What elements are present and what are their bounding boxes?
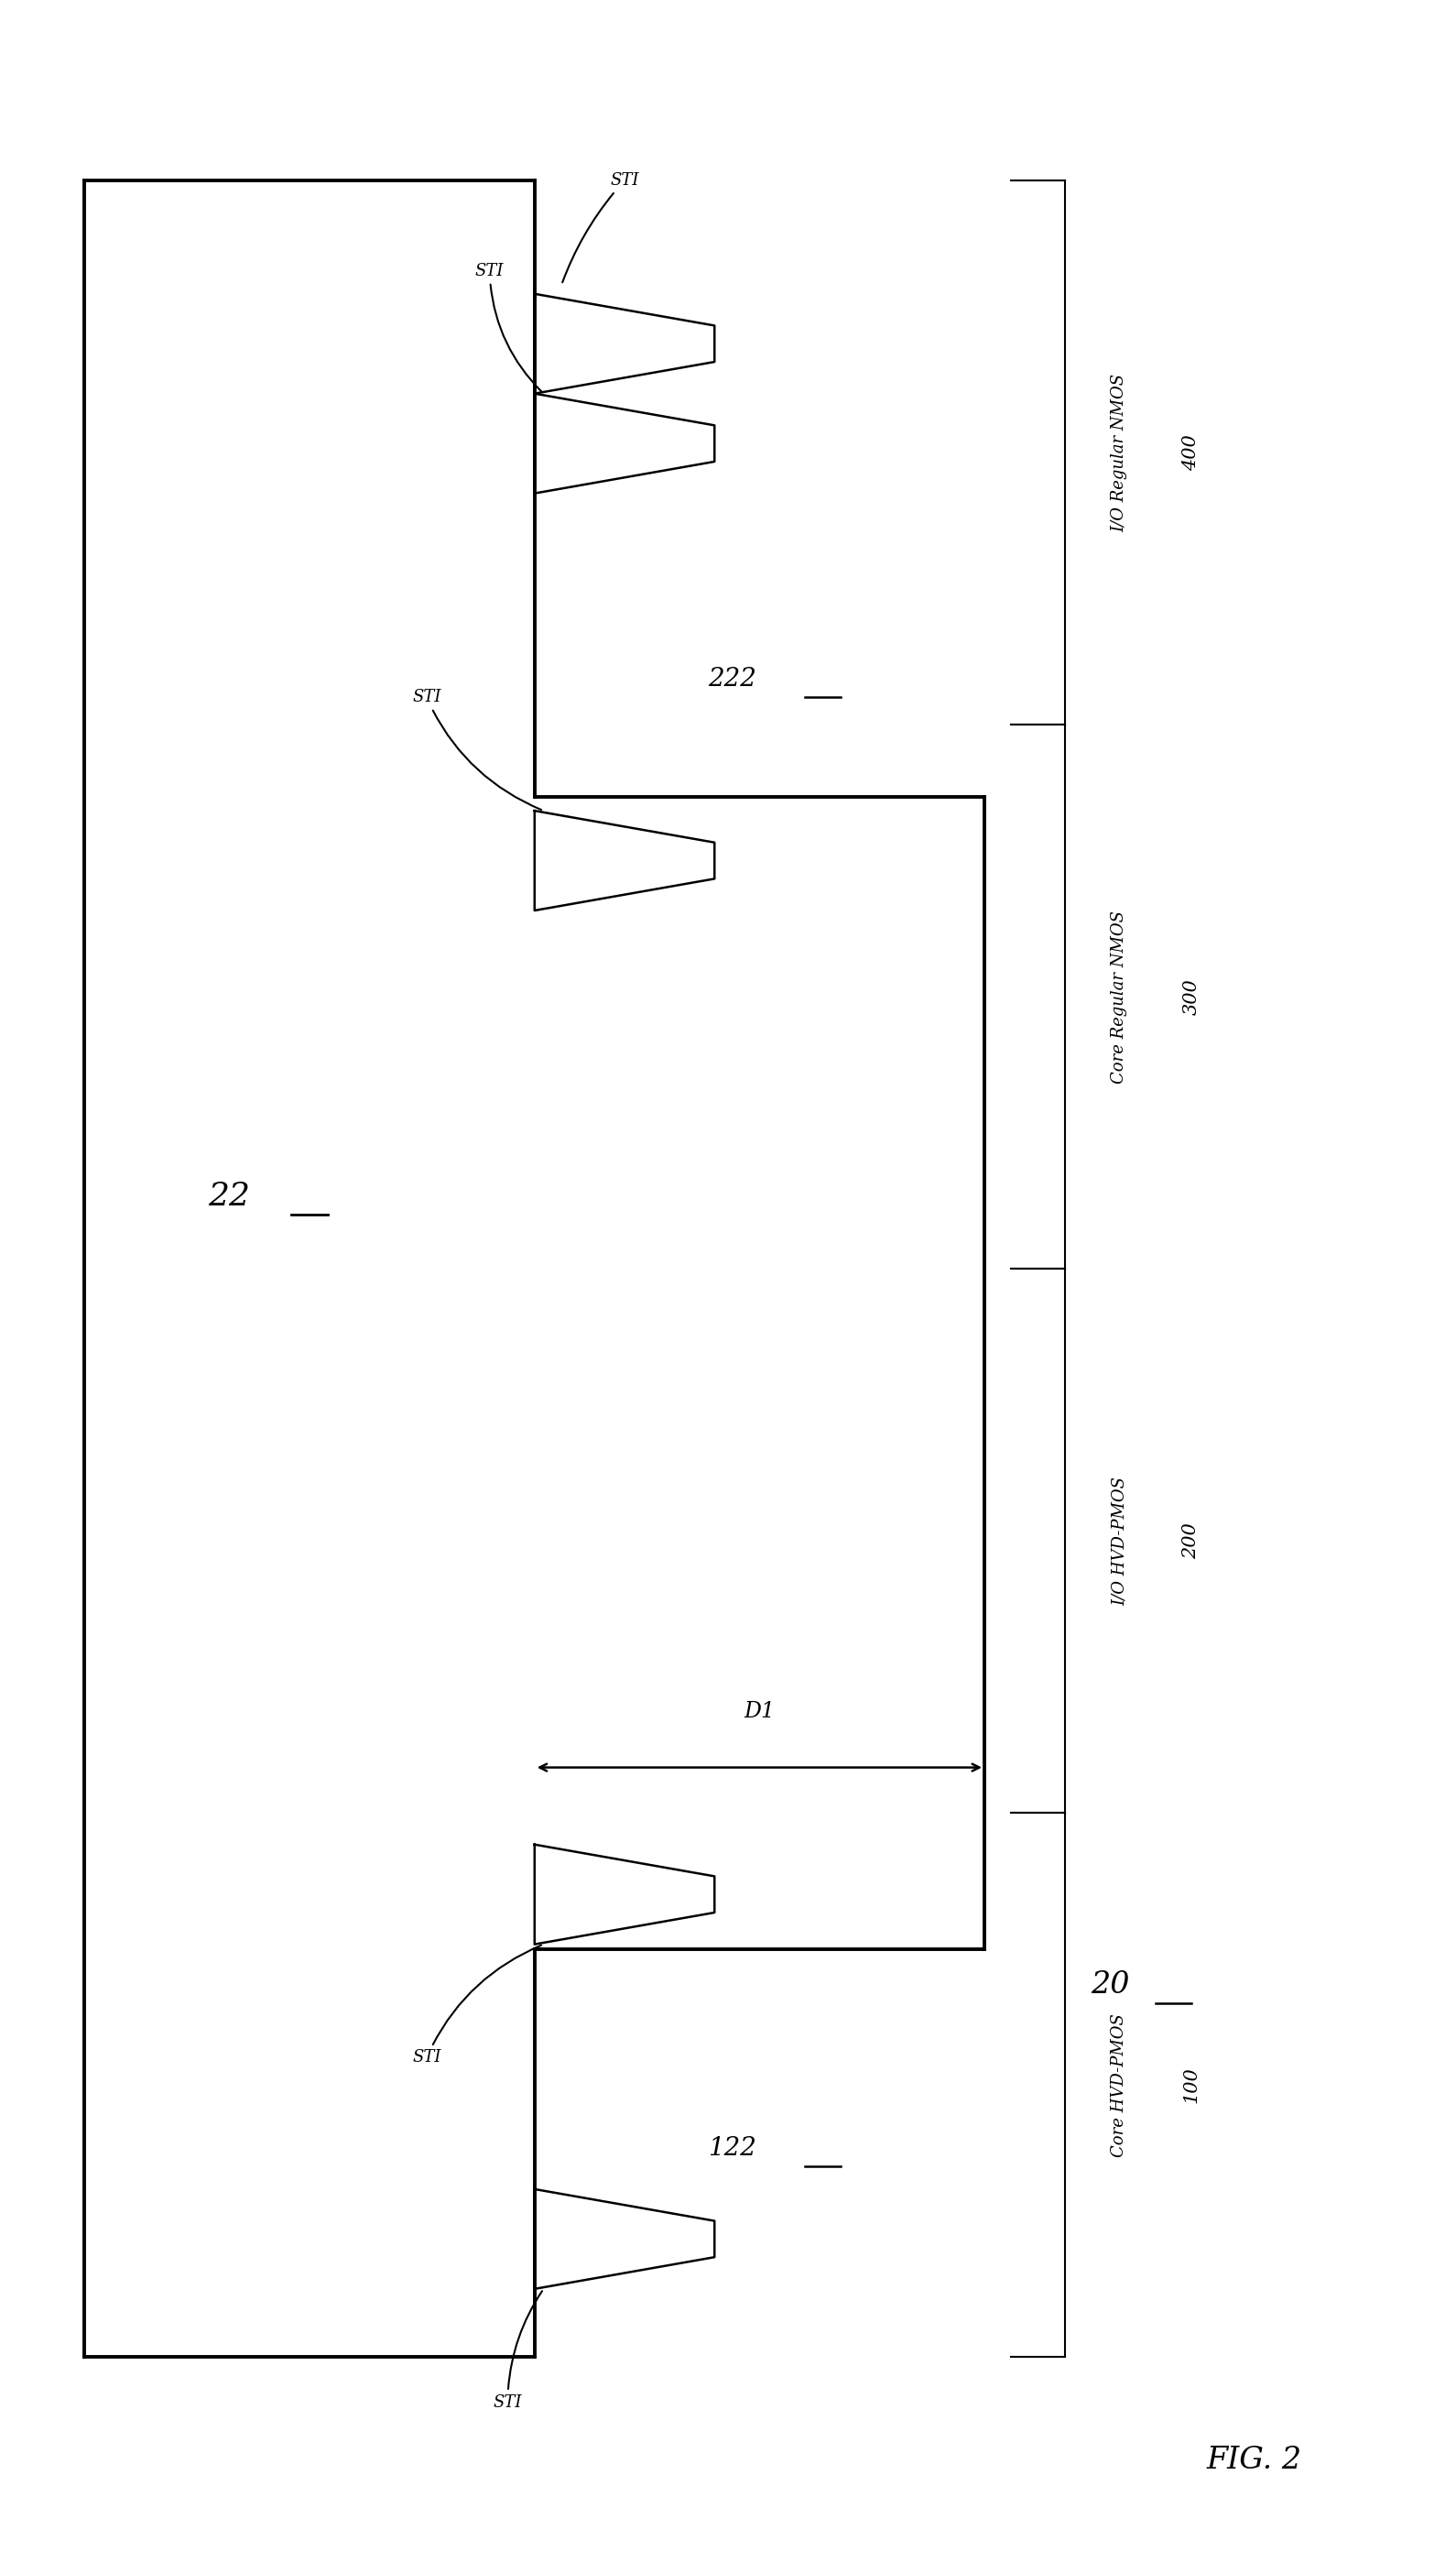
Text: I/O Regular NMOS: I/O Regular NMOS bbox=[1111, 372, 1127, 531]
Text: Core Regular NMOS: Core Regular NMOS bbox=[1111, 911, 1127, 1084]
Text: I/O HVD-PMOS: I/O HVD-PMOS bbox=[1111, 1477, 1127, 1605]
Text: 200: 200 bbox=[1182, 1523, 1200, 1559]
Text: 100: 100 bbox=[1182, 2066, 1200, 2102]
Text: STI: STI bbox=[412, 689, 542, 809]
Text: STI: STI bbox=[562, 173, 639, 283]
Text: 122: 122 bbox=[708, 2135, 757, 2161]
Text: 20: 20 bbox=[1091, 1969, 1130, 2000]
Text: 222: 222 bbox=[708, 666, 757, 691]
Text: FIG. 2: FIG. 2 bbox=[1207, 2446, 1302, 2474]
Text: 400: 400 bbox=[1182, 434, 1200, 472]
Text: STI: STI bbox=[412, 1946, 542, 2066]
Text: D1: D1 bbox=[744, 1702, 775, 1722]
Text: STI: STI bbox=[475, 263, 542, 393]
Text: 22: 22 bbox=[208, 1181, 250, 1212]
Text: Core HVD-PMOS: Core HVD-PMOS bbox=[1111, 2013, 1127, 2156]
Text: 300: 300 bbox=[1182, 980, 1200, 1015]
Text: STI: STI bbox=[494, 2291, 542, 2411]
